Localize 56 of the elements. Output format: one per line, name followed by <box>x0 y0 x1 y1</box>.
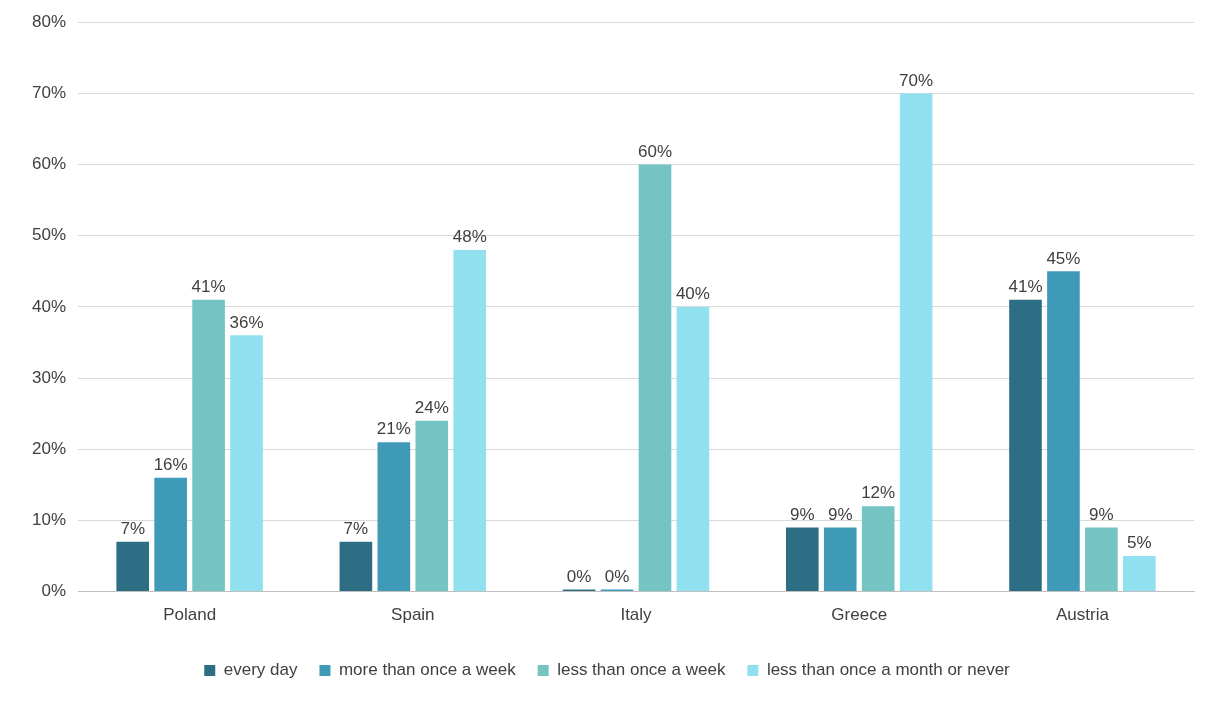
bar <box>453 249 487 592</box>
y-tick-label: 80% <box>31 11 67 31</box>
data-label: 36% <box>229 312 264 332</box>
y-tick-label: 10% <box>31 510 67 530</box>
y-tick-label: 30% <box>31 367 67 387</box>
bar <box>1009 299 1042 592</box>
bar <box>638 164 672 592</box>
bar <box>154 477 187 592</box>
data-label: 7% <box>343 518 369 538</box>
data-label: 16% <box>153 454 188 474</box>
data-label: 5% <box>1127 533 1152 553</box>
bar <box>415 420 449 592</box>
bar <box>823 527 857 592</box>
data-label: 41% <box>1008 276 1043 296</box>
bar <box>230 335 263 592</box>
y-tick-label: 40% <box>31 296 67 316</box>
data-label: 7% <box>120 518 145 538</box>
data-label: 48% <box>452 227 487 247</box>
legend-label: less than once a month or never <box>766 660 1011 680</box>
legend-label: every day <box>223 660 298 680</box>
x-tick-label: Spain <box>391 605 435 625</box>
data-label: 0% <box>604 566 630 586</box>
data-label: 9% <box>1089 504 1114 524</box>
bar <box>116 541 150 592</box>
x-tick-label: Austria <box>1055 605 1110 625</box>
bar <box>377 442 411 592</box>
y-tick-label: 0% <box>41 581 67 601</box>
data-label: 9% <box>790 504 815 524</box>
data-label: 60% <box>637 141 672 161</box>
y-tick-label: 50% <box>31 225 67 245</box>
bar <box>1047 271 1080 592</box>
y-tick-label: 70% <box>31 83 67 103</box>
x-tick-label: Italy <box>620 605 653 625</box>
bar <box>861 506 895 592</box>
bar <box>339 541 373 592</box>
data-label: 45% <box>1046 248 1081 268</box>
bar <box>1085 527 1118 592</box>
data-label: 21% <box>376 419 411 439</box>
data-label: 40% <box>675 284 710 304</box>
x-tick-label: Greece <box>831 605 888 625</box>
legend-label: less than once a week <box>557 660 726 680</box>
data-label: 70% <box>899 70 934 90</box>
data-label: 9% <box>827 504 853 524</box>
x-tick-label: Poland <box>163 605 217 625</box>
bar <box>192 299 225 592</box>
bar <box>1123 556 1156 592</box>
y-tick-label: 60% <box>31 154 67 174</box>
data-label: 41% <box>191 276 226 296</box>
data-label: 12% <box>861 483 896 503</box>
bar <box>899 93 933 592</box>
y-tick-label: 20% <box>31 438 67 458</box>
bar <box>676 306 710 592</box>
data-label: 24% <box>414 397 449 417</box>
legend-label: more than once a week <box>338 660 517 680</box>
bar <box>785 527 819 592</box>
data-label: 0% <box>566 566 592 586</box>
